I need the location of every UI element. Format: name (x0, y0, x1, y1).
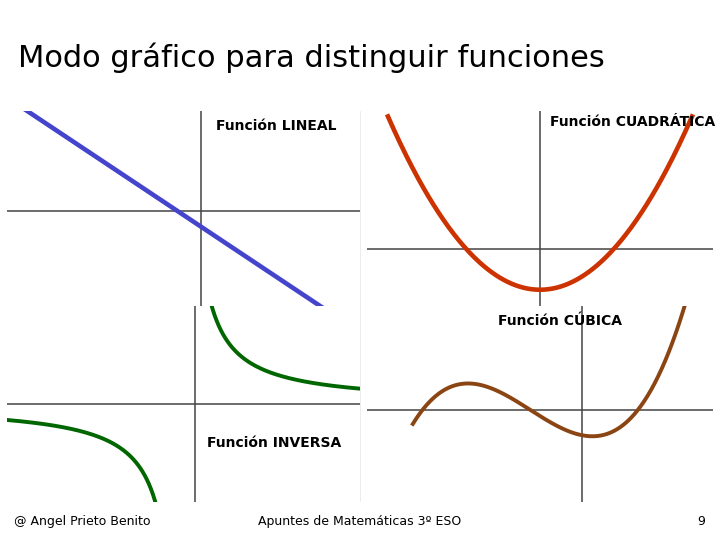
Text: Función CÚBICA: Función CÚBICA (498, 314, 621, 328)
Text: Apuntes de Matemáticas 3º ESO: Apuntes de Matemáticas 3º ESO (258, 515, 462, 528)
Text: Función LINEAL: Función LINEAL (216, 119, 336, 133)
Text: Función CUADRÁTICA: Función CUADRÁTICA (550, 116, 716, 130)
Text: Función INVERSA: Función INVERSA (207, 436, 341, 450)
Text: 9: 9 (698, 515, 706, 528)
Text: @ Angel Prieto Benito: @ Angel Prieto Benito (14, 515, 151, 528)
Text: Modo gráfico para distinguir funciones: Modo gráfico para distinguir funciones (18, 42, 605, 73)
